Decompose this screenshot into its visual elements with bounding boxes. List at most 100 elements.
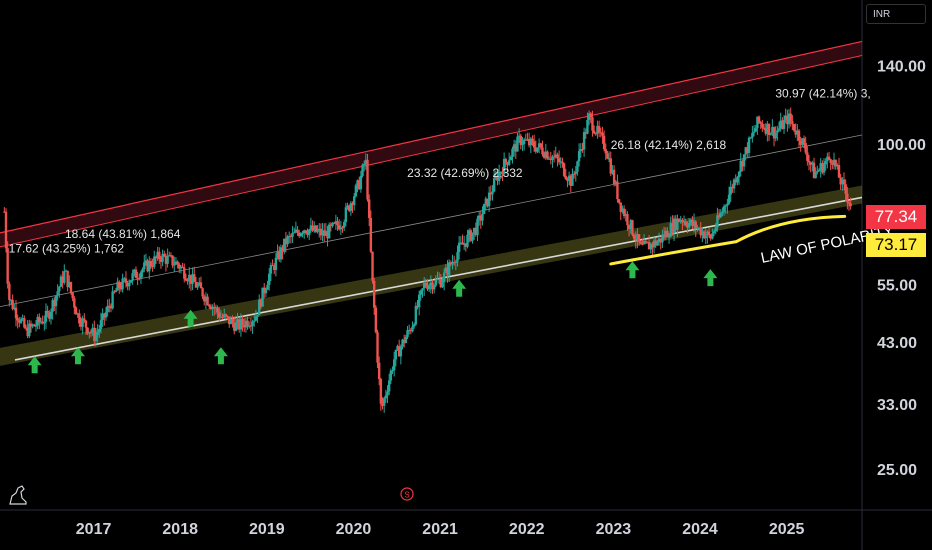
candle-body — [554, 154, 557, 157]
candle-body — [236, 319, 239, 323]
candle-body — [536, 147, 539, 152]
candle-body — [646, 242, 649, 244]
candle-body — [33, 324, 36, 327]
candle-body — [211, 306, 214, 310]
candle-body — [447, 262, 451, 276]
candle-body — [219, 316, 223, 318]
candle-body — [604, 149, 607, 154]
candle-body — [161, 253, 164, 262]
candle-body — [258, 299, 261, 316]
candle-body — [784, 115, 787, 120]
candle-body — [652, 240, 656, 248]
candle-body — [367, 199, 371, 218]
candle-body — [681, 220, 684, 223]
candle-body — [356, 180, 359, 186]
candle-body — [279, 247, 283, 260]
candle-body — [276, 251, 279, 258]
candle-body — [293, 232, 296, 234]
candle-body — [434, 279, 438, 286]
candle-body — [94, 335, 98, 341]
candle-body — [3, 211, 6, 213]
candle-body — [364, 159, 368, 165]
candle-body — [176, 261, 179, 265]
candle-body — [574, 171, 577, 174]
candle-body — [133, 269, 136, 274]
candle-body — [791, 121, 794, 124]
measurement-label: 26.18 (42.14%) 2,618 — [611, 138, 727, 152]
candle-body — [131, 273, 134, 281]
candle-body — [128, 282, 131, 287]
candle-body — [284, 238, 288, 245]
candle-body — [283, 238, 286, 252]
candle-body — [467, 230, 471, 235]
candle-body — [649, 243, 652, 250]
candle-body — [664, 230, 667, 238]
prev-level-tag: 73.17 — [866, 233, 926, 257]
candle-body — [617, 199, 621, 203]
candle-body — [174, 261, 178, 265]
candle-body — [206, 296, 209, 306]
candle-body — [319, 228, 323, 236]
x-tick-label: 2019 — [249, 521, 285, 538]
candle-body — [309, 225, 313, 230]
candle-body — [462, 243, 466, 245]
candle-body — [321, 230, 324, 236]
candle-body — [138, 277, 141, 279]
candle-body — [657, 238, 661, 243]
candle-body — [186, 280, 189, 282]
candle-body — [776, 130, 779, 133]
candle-body — [163, 253, 166, 257]
candle-body — [59, 276, 63, 287]
candle-body — [401, 339, 404, 347]
candle-body — [396, 346, 399, 350]
candle-body — [394, 349, 398, 360]
candle-body — [108, 305, 111, 307]
candle-body — [492, 178, 496, 192]
candle-body — [343, 222, 346, 228]
candle-body — [46, 310, 49, 313]
candle-body — [587, 113, 591, 120]
candle-body — [109, 306, 113, 309]
candle-body — [68, 282, 71, 287]
candle-body — [611, 169, 614, 174]
candle-body — [416, 305, 419, 308]
y-tick-label: 140.00 — [877, 58, 926, 75]
candle-body — [168, 255, 171, 257]
candle-body — [326, 230, 329, 239]
candle-body — [198, 282, 201, 285]
candle-body — [76, 313, 79, 315]
arrow-shape — [703, 269, 718, 287]
candle-body — [504, 158, 508, 163]
candle-body — [249, 325, 253, 327]
candle-body — [514, 144, 518, 152]
candle-body — [531, 138, 534, 142]
candle-body — [529, 138, 532, 146]
candle-body — [847, 202, 851, 204]
candle-body — [214, 307, 218, 309]
candle-body — [318, 228, 321, 231]
candle-body — [421, 288, 424, 291]
candle-body — [559, 161, 562, 163]
candle-body — [441, 282, 444, 288]
candle-body — [539, 143, 542, 148]
candle-body — [91, 327, 94, 333]
candle-body — [274, 257, 278, 270]
candle-body — [822, 164, 826, 173]
candle-body — [61, 276, 64, 283]
candle-body — [181, 266, 184, 268]
candle-body — [281, 247, 284, 252]
currency-selector[interactable]: INR — [866, 4, 926, 24]
candle-body — [149, 261, 153, 267]
candle-body — [229, 318, 233, 325]
candle-body — [424, 282, 428, 287]
candle-body — [291, 232, 294, 237]
candle-body — [184, 278, 188, 281]
candle-body — [661, 234, 664, 243]
candle-body — [694, 221, 697, 229]
candle-body — [542, 154, 546, 158]
candle-body — [727, 194, 731, 204]
candle-body — [349, 203, 353, 211]
candle-body — [697, 227, 701, 229]
channel-mid-line — [0, 134, 863, 308]
